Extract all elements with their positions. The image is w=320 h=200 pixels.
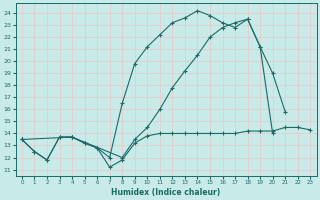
X-axis label: Humidex (Indice chaleur): Humidex (Indice chaleur) [111, 188, 221, 197]
